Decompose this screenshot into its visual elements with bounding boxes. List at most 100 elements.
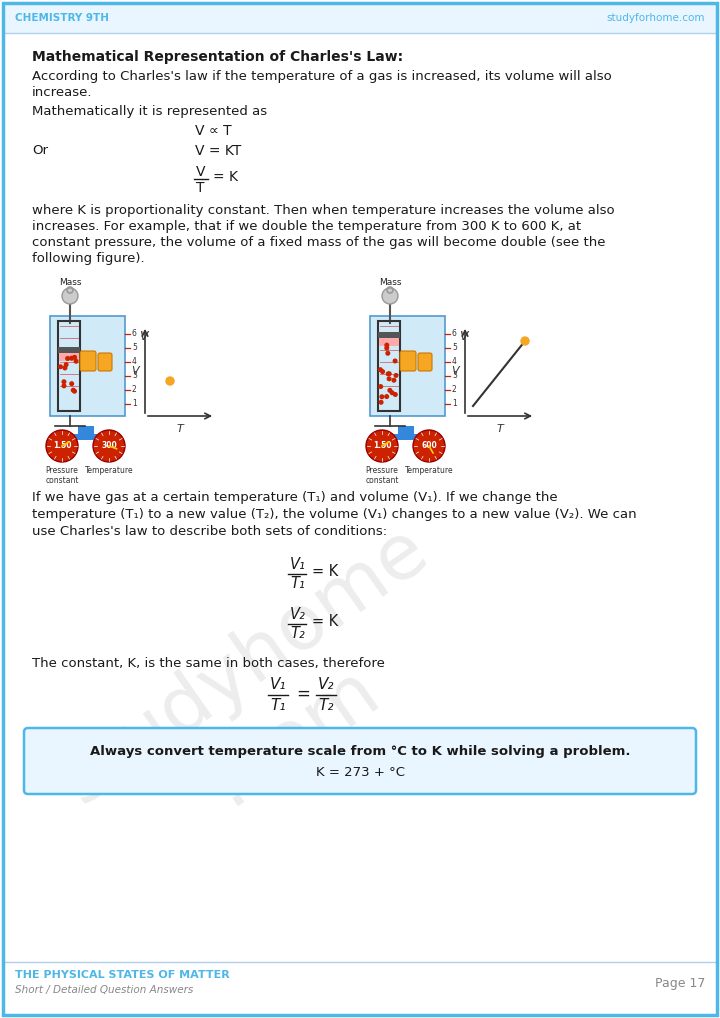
Circle shape (394, 393, 397, 396)
Circle shape (385, 346, 389, 350)
Circle shape (93, 430, 125, 462)
Circle shape (394, 374, 397, 378)
Text: Always convert temperature scale from °C to K while solving a problem.: Always convert temperature scale from °C… (90, 745, 630, 758)
Bar (78, 426, 94, 434)
Circle shape (413, 430, 445, 462)
Text: T₁: T₁ (290, 576, 305, 591)
Circle shape (73, 355, 76, 359)
Text: =: = (296, 685, 310, 703)
Text: 600: 600 (421, 442, 437, 451)
Text: CHEMISTRY 9TH: CHEMISTRY 9TH (15, 13, 109, 23)
Text: Pressure
constant: Pressure constant (365, 466, 399, 486)
Bar (378, 332, 400, 338)
Circle shape (387, 373, 390, 376)
Text: increase.: increase. (32, 86, 92, 99)
Circle shape (70, 382, 73, 386)
Text: K = 273 + °C: K = 273 + °C (315, 766, 405, 779)
Circle shape (74, 359, 78, 363)
Text: 6: 6 (132, 330, 137, 339)
Text: Mass: Mass (59, 278, 81, 287)
Circle shape (385, 343, 389, 347)
Text: T: T (497, 425, 503, 434)
Circle shape (366, 430, 398, 462)
Text: where K is proportionality constant. Then when temperature increases the volume : where K is proportionality constant. The… (32, 204, 615, 217)
Text: 4: 4 (132, 357, 137, 366)
Text: = K: = K (312, 564, 338, 579)
Text: T₂: T₂ (318, 698, 333, 713)
Text: temperature (T₁) to a new value (T₂), the volume (V₁) changes to a new value (V₂: temperature (T₁) to a new value (T₂), th… (32, 508, 636, 521)
Circle shape (392, 379, 396, 382)
Text: According to Charles's law if the temperature of a gas is increased, its volume : According to Charles's law if the temper… (32, 70, 612, 83)
Text: 4: 4 (452, 357, 457, 366)
Circle shape (386, 351, 390, 355)
Bar (71, 434, 99, 440)
Text: V: V (196, 165, 205, 179)
Bar (58, 347, 80, 353)
Text: 1.50: 1.50 (373, 442, 391, 451)
Text: Mass: Mass (379, 278, 401, 287)
Text: use Charles's law to describe both sets of conditions:: use Charles's law to describe both sets … (32, 525, 387, 538)
Circle shape (379, 367, 382, 372)
Text: V₂: V₂ (290, 607, 306, 622)
Text: T₁: T₁ (270, 698, 286, 713)
Text: 3: 3 (452, 372, 457, 381)
Text: Short / Detailed Question Answers: Short / Detailed Question Answers (15, 985, 193, 995)
Text: Temperature: Temperature (405, 466, 454, 475)
FancyBboxPatch shape (24, 728, 696, 794)
Text: Mathematical Representation of Charles's Law:: Mathematical Representation of Charles's… (32, 50, 403, 64)
Circle shape (379, 400, 383, 404)
Circle shape (379, 385, 382, 388)
Text: T: T (196, 181, 204, 195)
FancyBboxPatch shape (400, 351, 416, 371)
Text: Mathematically it is represented as: Mathematically it is represented as (32, 105, 267, 118)
Text: 300: 300 (101, 442, 117, 451)
Bar (59, 353, 79, 361)
Circle shape (62, 380, 66, 384)
Circle shape (73, 390, 76, 393)
Text: = K: = K (213, 170, 238, 184)
Bar (378, 321, 400, 411)
Text: V: V (451, 366, 459, 376)
Bar (58, 321, 80, 411)
Text: Page 17: Page 17 (654, 976, 705, 989)
Text: V ∝ T: V ∝ T (195, 124, 232, 138)
Text: 5: 5 (452, 343, 457, 352)
Text: THE PHYSICAL STATES OF MATTER: THE PHYSICAL STATES OF MATTER (15, 970, 230, 980)
Circle shape (521, 337, 529, 345)
Circle shape (381, 370, 384, 374)
Bar (370, 316, 445, 416)
Text: V: V (459, 330, 467, 342)
Text: 6: 6 (452, 330, 457, 339)
Text: If we have gas at a certain temperature (T₁) and volume (V₁). If we change the: If we have gas at a certain temperature … (32, 491, 557, 504)
Circle shape (387, 377, 391, 381)
Text: 5: 5 (132, 343, 137, 352)
Text: 2: 2 (132, 386, 137, 395)
Text: = K: = K (312, 614, 338, 629)
Circle shape (382, 288, 398, 304)
Text: studyhome
.com: studyhome .com (49, 512, 491, 889)
Circle shape (70, 356, 73, 360)
FancyBboxPatch shape (98, 353, 112, 371)
Circle shape (46, 430, 78, 462)
Bar (3, 3, 717, 33)
Text: increases. For example, that if we double the temperature from 300 K to 600 K, a: increases. For example, that if we doubl… (32, 220, 581, 233)
Text: T₂: T₂ (290, 626, 305, 641)
Bar (397, 426, 413, 434)
Text: V: V (139, 330, 148, 342)
Bar (50, 316, 125, 416)
Text: 1.50: 1.50 (53, 442, 71, 451)
Text: V = KT: V = KT (195, 144, 241, 158)
Text: The constant, K, is the same in both cases, therefore: The constant, K, is the same in both cas… (32, 657, 385, 670)
Text: V₁: V₁ (290, 557, 306, 572)
FancyBboxPatch shape (80, 351, 96, 371)
Circle shape (393, 359, 397, 362)
Bar (379, 338, 399, 346)
Text: 1: 1 (452, 399, 456, 408)
Circle shape (166, 377, 174, 385)
Text: V₂: V₂ (318, 677, 335, 692)
Circle shape (64, 362, 68, 366)
Circle shape (385, 395, 389, 398)
Circle shape (66, 356, 69, 360)
Circle shape (63, 366, 67, 370)
Circle shape (380, 395, 384, 399)
